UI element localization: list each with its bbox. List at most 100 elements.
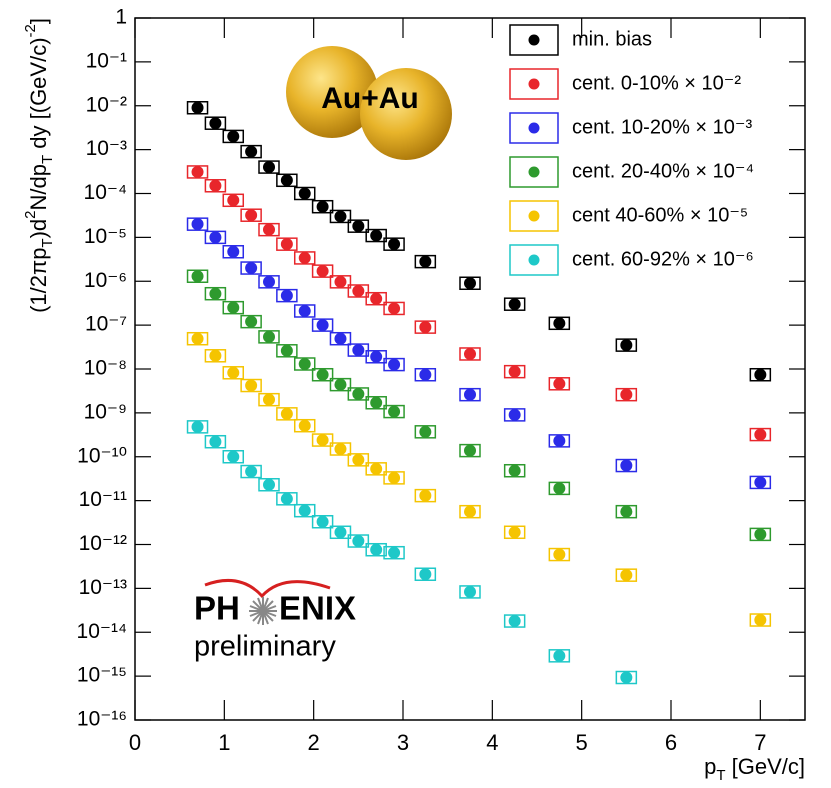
- x-tick-label: 6: [665, 730, 677, 755]
- point: [316, 200, 329, 213]
- point: [298, 504, 311, 517]
- point: [280, 238, 293, 251]
- y-axis-label-part: 2: [22, 210, 39, 218]
- x-tick-label: 4: [486, 730, 498, 755]
- point: [419, 489, 432, 502]
- point: [388, 546, 401, 559]
- y-tick-label: 10⁻¹⁰: [77, 444, 127, 467]
- legend-label: cent. 20-40% × 10⁻⁴: [572, 160, 754, 182]
- point: [298, 304, 311, 317]
- point: [245, 262, 258, 275]
- point: [263, 393, 275, 406]
- point: [298, 251, 311, 264]
- point: [227, 194, 240, 207]
- point: [209, 287, 222, 300]
- point: [245, 315, 258, 328]
- point: [334, 443, 347, 456]
- point: [334, 378, 347, 391]
- point: [508, 526, 521, 539]
- point: [227, 245, 240, 258]
- point: [370, 543, 383, 556]
- point: [419, 321, 432, 334]
- x-tick-label: 2: [308, 730, 320, 755]
- point: [191, 101, 204, 114]
- y-tick-label: 10⁻¹⁴: [77, 620, 127, 643]
- point: [419, 368, 432, 381]
- logo-text: PH: [194, 590, 240, 627]
- point: [754, 614, 767, 627]
- y-axis-label-part: (1/2πp: [26, 248, 51, 313]
- x-tick-label: 7: [754, 730, 766, 755]
- phenix-logo: PH ENIX preliminary: [194, 578, 356, 663]
- au-au-graphic: Au+Au: [286, 46, 452, 160]
- y-axis-label-part: ]: [26, 18, 51, 24]
- point: [263, 478, 275, 491]
- point: [388, 238, 401, 251]
- point: [464, 388, 476, 401]
- point: [388, 471, 401, 484]
- logo-arc: [204, 578, 331, 599]
- point: [370, 350, 383, 363]
- y-tick-label: 10⁻¹: [86, 49, 127, 72]
- x-axis-label-part: [GeV/c]: [726, 754, 805, 779]
- point: [209, 349, 222, 362]
- point: [280, 407, 293, 420]
- y-axis-label-part: )d: [26, 219, 51, 239]
- point: [508, 298, 521, 311]
- y-tick-label: 10⁻¹²: [79, 532, 127, 555]
- point: [334, 332, 347, 345]
- point: [245, 379, 258, 392]
- x-tick-label: 5: [576, 730, 588, 755]
- nucleus: [286, 46, 378, 138]
- point: [209, 435, 222, 448]
- point: [754, 528, 767, 541]
- point: [352, 535, 365, 548]
- sys-box: [503, 614, 526, 628]
- logo-text: ENIX: [279, 590, 356, 627]
- point: [209, 179, 222, 192]
- y-axis-label-part: dy [(GeV/c): [26, 37, 51, 154]
- point: [553, 482, 566, 495]
- point: [227, 130, 240, 143]
- point: [620, 459, 633, 472]
- y-tick-label: 10⁻⁵: [84, 225, 127, 248]
- point: [754, 476, 767, 489]
- point: [352, 344, 365, 357]
- legend-label: cent 40-60% × 10⁻⁵: [572, 204, 748, 226]
- point: [370, 229, 383, 242]
- point: [620, 569, 633, 582]
- point: [334, 526, 347, 539]
- legend-label: cent. 0-10% × 10⁻²: [572, 72, 741, 94]
- point: [508, 464, 521, 477]
- x-axis-label: pT [GeV/c]: [704, 754, 805, 785]
- sys-box: [503, 408, 526, 422]
- point: [334, 210, 347, 223]
- point: [245, 209, 258, 222]
- logo-star: [249, 597, 277, 625]
- legend-marker: [528, 78, 540, 90]
- point: [191, 165, 204, 178]
- point: [553, 434, 566, 447]
- y-axis-label-part: N/dp: [26, 164, 51, 210]
- point: [298, 358, 311, 371]
- point: [263, 275, 275, 288]
- point: [464, 347, 476, 360]
- y-tick-label: 10⁻¹³: [79, 576, 127, 599]
- point: [508, 408, 521, 421]
- y-axis-label: (1/2πpT)d2N/dpT dy [(GeV/c)-2]: [22, 18, 56, 313]
- y-tick-label: 10⁻⁷: [85, 313, 127, 336]
- point: [227, 301, 240, 314]
- point: [191, 332, 204, 345]
- point: [553, 548, 566, 561]
- x-axis-label-part: p: [704, 754, 716, 779]
- legend-label: cent. 60-92% × 10⁻⁶: [572, 248, 754, 270]
- y-tick-label: 10⁻¹⁵: [77, 664, 127, 687]
- point: [316, 368, 329, 381]
- y-tick-label: 10⁻³: [86, 137, 127, 160]
- point: [352, 387, 365, 400]
- point: [419, 255, 432, 268]
- y-tick-label: 10⁻⁹: [84, 400, 127, 423]
- point: [553, 649, 566, 662]
- sys-box: [503, 525, 526, 540]
- y-tick-label: 10⁻¹⁶: [77, 708, 127, 731]
